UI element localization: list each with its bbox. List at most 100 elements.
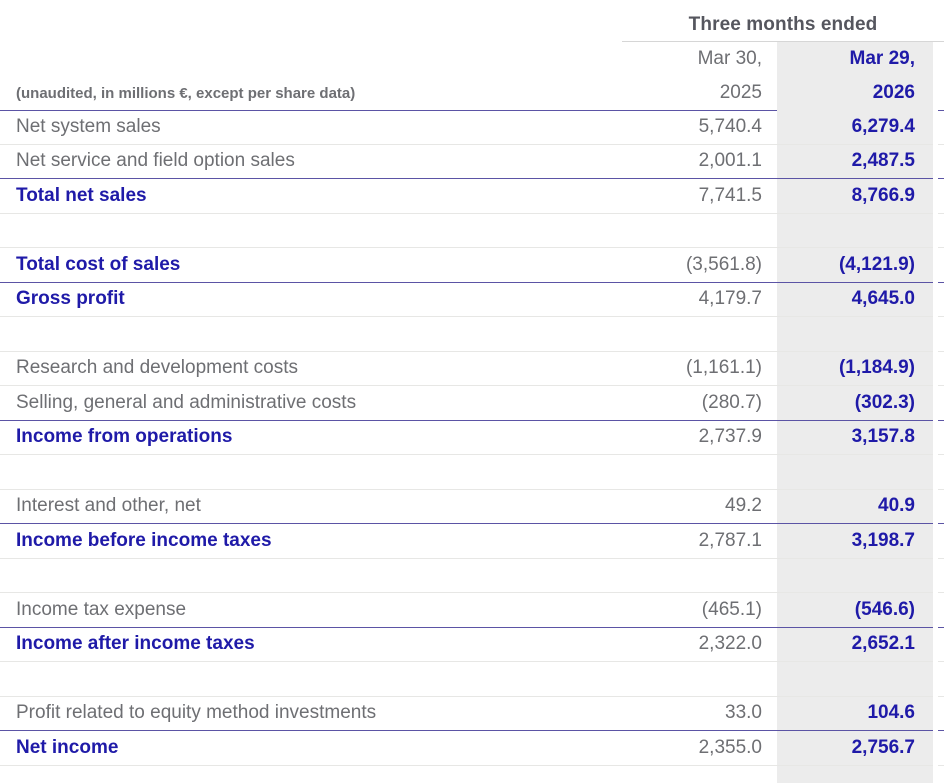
value-2025: (465.1) — [604, 593, 777, 628]
table-row: Income before income taxes 2,787.1 3,198… — [0, 524, 944, 559]
column-header-2026: Mar 29, 2026 — [777, 42, 933, 111]
table-row — [0, 558, 944, 593]
cropped-next-column — [938, 628, 944, 662]
value-2026: 3,198.7 — [777, 524, 933, 559]
row-label: Total cost of sales — [0, 248, 604, 283]
value-2026 — [777, 213, 933, 248]
row-label: Gross profit — [0, 283, 604, 317]
value-2025 — [604, 662, 777, 697]
row-label: Income before income taxes — [0, 524, 604, 559]
table-row: Interest and other, net 49.2 40.9 — [0, 489, 944, 524]
value-2025 — [604, 317, 777, 352]
period-header-label: Three months ended — [622, 0, 944, 42]
table-row — [0, 765, 944, 783]
cropped-next-column — [938, 731, 944, 766]
cropped-next-column — [938, 317, 944, 352]
table-row: Income tax expense (465.1) (546.6) — [0, 593, 944, 628]
value-2026 — [777, 558, 933, 593]
table-row: Gross profit 4,179.7 4,645.0 — [0, 282, 944, 317]
table-row: Selling, general and administrative cost… — [0, 386, 944, 421]
column-header-2025: Mar 30, 2025 — [604, 42, 777, 111]
row-label — [0, 455, 604, 490]
cropped-next-column — [938, 455, 944, 490]
cropped-next-column — [938, 524, 944, 559]
cropped-next-column — [938, 248, 944, 283]
table-body: Net system sales 5,740.4 6,279.4 Net ser… — [0, 110, 944, 783]
value-2025: 2,001.1 — [604, 145, 777, 179]
cropped-next-column — [938, 179, 944, 214]
value-2026: 3,157.8 — [777, 420, 933, 455]
row-label: Interest and other, net — [0, 490, 604, 524]
table-row — [0, 317, 944, 352]
cropped-next-column — [938, 386, 944, 421]
column-header-2025-line1: Mar 30, — [697, 48, 762, 69]
value-2025: 2,787.1 — [604, 524, 777, 559]
row-label — [0, 662, 604, 697]
table-row: Profit related to equity method investme… — [0, 696, 944, 731]
table-row — [0, 455, 944, 490]
table-row: Total net sales 7,741.5 8,766.9 — [0, 179, 944, 214]
value-2026: 2,487.5 — [777, 144, 933, 179]
column-header-row: (unaudited, in millions €, except per sh… — [0, 42, 944, 111]
row-label: Income tax expense — [0, 593, 604, 628]
value-2026: 4,645.0 — [777, 282, 933, 317]
column-header-2026-line1: Mar 29, — [849, 48, 915, 69]
column-header-2026-line2: 2026 — [872, 82, 915, 103]
row-label — [0, 214, 604, 248]
value-2026: 6,279.4 — [777, 110, 933, 145]
value-2026: (1,184.9) — [777, 351, 933, 386]
cropped-next-column — [938, 421, 944, 455]
table-row: Income from operations 2,737.9 3,157.8 — [0, 420, 944, 455]
table-row — [0, 213, 944, 248]
cropped-next-column — [938, 145, 944, 179]
row-label — [0, 766, 604, 783]
cropped-next-column — [938, 662, 944, 697]
value-2026: 40.9 — [777, 489, 933, 524]
value-2025: 7,741.5 — [604, 179, 777, 214]
row-label: Selling, general and administrative cost… — [0, 386, 604, 421]
cropped-next-column — [938, 697, 944, 731]
value-2025: 2,322.0 — [604, 628, 777, 662]
table-row: Research and development costs (1,161.1)… — [0, 351, 944, 386]
cropped-next-column — [938, 42, 944, 111]
row-label — [0, 317, 604, 352]
row-label: Research and development costs — [0, 352, 604, 386]
cropped-next-column — [938, 766, 944, 783]
value-2025: (3,561.8) — [604, 248, 777, 283]
row-label: Net income — [0, 731, 604, 766]
value-2025 — [604, 455, 777, 490]
value-2026 — [777, 662, 933, 697]
cropped-next-column — [938, 559, 944, 593]
table-row: Total cost of sales (3,561.8) (4,121.9) — [0, 248, 944, 283]
row-label: Net system sales — [0, 110, 604, 145]
table-row: Net service and field option sales 2,001… — [0, 144, 944, 179]
table-row: Net system sales 5,740.4 6,279.4 — [0, 110, 944, 145]
value-2025: 2,737.9 — [604, 421, 777, 455]
row-label: Net service and field option sales — [0, 145, 604, 179]
period-header-band: Three months ended — [0, 0, 944, 42]
value-2025 — [604, 766, 777, 783]
value-2026 — [777, 317, 933, 352]
value-2025 — [604, 214, 777, 248]
value-2025: 33.0 — [604, 697, 777, 731]
table-row — [0, 662, 944, 697]
value-2025: 49.2 — [604, 490, 777, 524]
table-row: Income after income taxes 2,322.0 2,652.… — [0, 627, 944, 662]
row-label: Profit related to equity method investme… — [0, 697, 604, 731]
value-2025: 2,355.0 — [604, 731, 777, 766]
value-2026 — [777, 455, 933, 490]
cropped-next-column — [938, 490, 944, 524]
cropped-next-column — [938, 593, 944, 628]
value-2025: (1,161.1) — [604, 352, 777, 386]
value-2026: 2,756.7 — [777, 731, 933, 766]
value-2026: (4,121.9) — [777, 248, 933, 283]
value-2026: (302.3) — [777, 386, 933, 421]
value-2025: (280.7) — [604, 386, 777, 421]
cropped-next-column — [938, 283, 944, 317]
value-2025: 4,179.7 — [604, 283, 777, 317]
row-label: Income after income taxes — [0, 628, 604, 662]
value-2026: 2,652.1 — [777, 627, 933, 662]
row-label: Income from operations — [0, 421, 604, 455]
row-label: Total net sales — [0, 179, 604, 214]
